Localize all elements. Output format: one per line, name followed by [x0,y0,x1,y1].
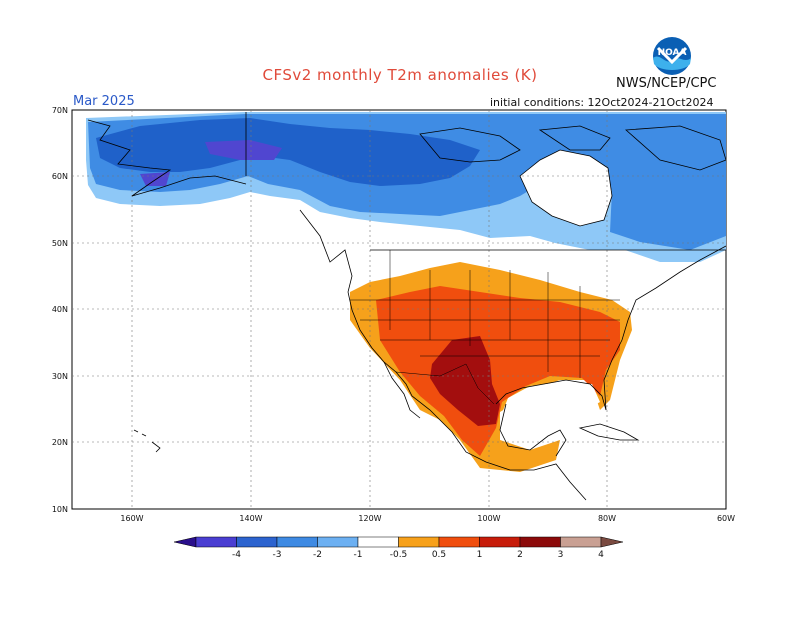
lon-label: 60W [717,514,735,523]
lon-label: 160W [120,514,143,523]
colorbar-segment [438,536,480,548]
lon-label: 80W [598,514,616,523]
anomaly-region-purple-2 [140,172,170,186]
great-lakes [540,262,596,290]
lat-label: 20N [52,438,68,447]
state-borders [350,250,620,405]
colorbar-tick: -1 [354,550,363,560]
colorbar-tick: -2 [313,550,322,560]
colorbar-tick: -0.5 [390,550,408,560]
gulf-of-mexico [500,382,600,448]
anomaly-region-dark-blue [96,118,480,186]
longitude-labels: 160W 140W 120W 100W 80W 60W [120,514,735,523]
organization-label: NWS/NCEP/CPC [616,76,717,91]
noaa-logo: NOAA [652,36,692,76]
anomaly-region-dark-red [430,336,500,426]
anomaly-region-purple-1 [205,140,282,160]
latitude-labels: 70N 60N 50N 40N 30N 20N 10N [52,106,68,514]
colorbar-arrow-low [173,536,197,548]
colorbar-segment [236,536,278,548]
colorbar-segment [519,536,561,548]
colorbar-segment [560,536,602,548]
colorbar-segment [479,536,521,548]
lat-label: 60N [52,172,68,181]
anomaly-region-red-orange [376,286,620,456]
colorbar-tick: -4 [232,550,241,560]
valid-month: Mar 2025 [73,94,135,109]
colorbar-tick: -3 [273,550,282,560]
lon-label: 120W [358,514,381,523]
colorbar-tick: 4 [598,550,604,560]
noaa-logo-text: NOAA [658,48,687,58]
lat-label: 50N [52,239,68,248]
colorbar-tick: 0.5 [432,550,446,560]
colorbar-segment [276,536,318,548]
lat-label: 70N [52,106,68,115]
colorbar-tick: 2 [517,550,523,560]
initial-conditions: initial conditions: 12Oct2024-21Oct2024 [490,96,714,109]
map-title: CFSv2 monthly T2m anomalies (K) [262,66,538,84]
lat-label: 30N [52,372,68,381]
lat-label: 10N [52,505,68,514]
lon-label: 140W [239,514,262,523]
lon-label: 100W [477,514,500,523]
coastlines [87,112,727,501]
colorbar: -4 -3 -2 -1 -0.5 0.5 1 2 3 4 [173,536,624,560]
lat-label: 40N [52,305,68,314]
colorbar-arrow-high [600,536,624,548]
hudson-bay [520,150,612,226]
colorbar-segment [357,536,399,548]
colorbar-segment [195,536,237,548]
colorbar-tick: 1 [477,550,483,560]
colorbar-segment [398,536,440,548]
colorbar-segment [317,536,359,548]
colorbar-tick: 3 [558,550,564,560]
